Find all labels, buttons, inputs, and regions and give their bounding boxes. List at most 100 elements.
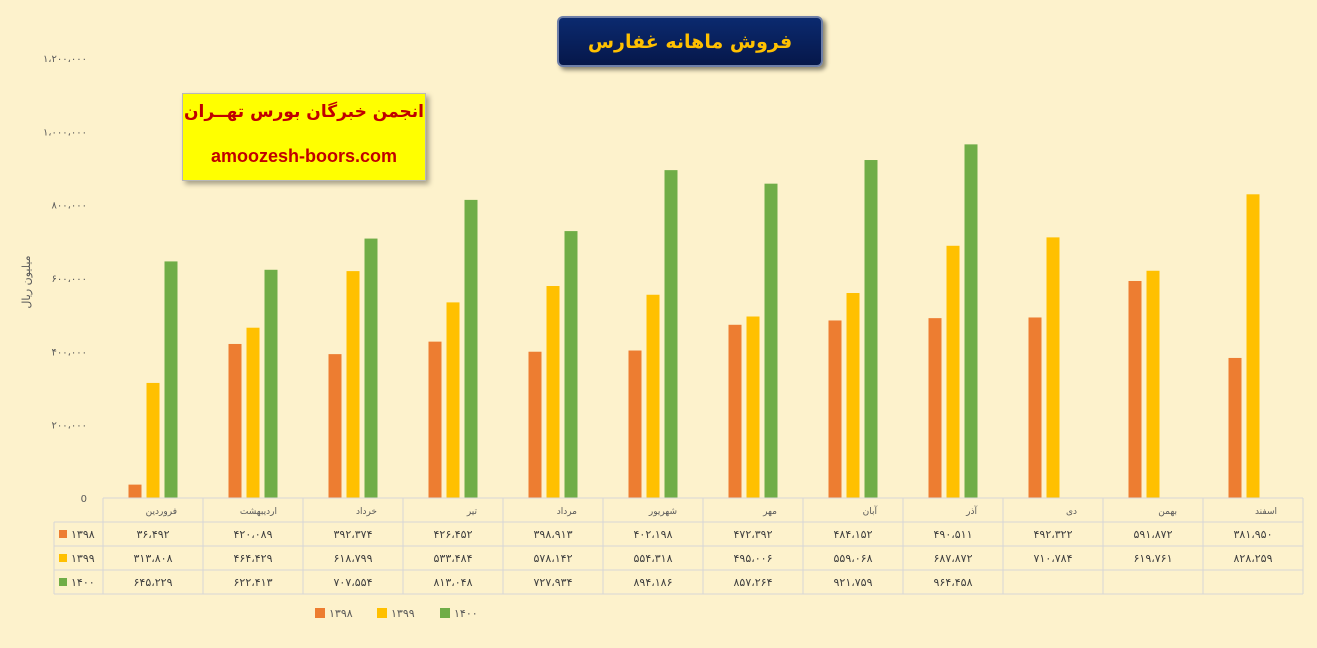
- y-tick-label: ۶۰۰،۰۰۰: [52, 274, 87, 285]
- bar: [364, 238, 378, 498]
- table-value: ۷۲۷،۹۳۴: [534, 576, 573, 589]
- legend-label: ۱۳۹۸: [329, 607, 353, 620]
- bar: [1046, 237, 1060, 498]
- y-tick-label: ۲۰۰،۰۰۰: [52, 421, 87, 432]
- table-value: ۴۸۴،۱۵۲: [834, 528, 873, 541]
- bar: [1246, 194, 1260, 498]
- bar: [964, 144, 978, 498]
- table-value: ۳۹۸،۹۱۳: [534, 528, 573, 541]
- table-legend-key: [59, 578, 67, 586]
- bar: [1146, 270, 1160, 498]
- table-value: ۴۹۵،۰۰۶: [734, 552, 773, 565]
- table-value: ۸۹۴،۱۸۶: [634, 576, 673, 589]
- table-value: ۵۷۸،۱۴۲: [534, 552, 573, 565]
- table-legend-key: [59, 554, 67, 562]
- bar: [164, 261, 178, 498]
- x-tick-label: بهمن: [1158, 507, 1177, 517]
- promo-website: amoozesh-boors.com: [210, 146, 398, 166]
- bar: [128, 484, 142, 498]
- chart-title: فروش ماهانه غفارس: [557, 16, 823, 67]
- table-value: ۹۲۱،۷۵۹: [834, 576, 873, 589]
- promo-banner: انجمن خبرگان بورس تهــران amoozesh-boors…: [182, 93, 426, 181]
- bar: [846, 293, 860, 498]
- bar: [1228, 357, 1242, 498]
- x-tick-label: فروردین: [146, 507, 177, 517]
- bar: [1128, 280, 1142, 498]
- bar: [928, 318, 942, 498]
- y-tick-label: ۸۰۰،۰۰۰: [52, 201, 87, 212]
- x-tick-label: آبان: [863, 505, 878, 517]
- x-tick-label: آذر: [965, 505, 977, 517]
- table-value: ۶۲۲،۴۱۳: [234, 576, 273, 589]
- y-tick-label: 0: [81, 494, 87, 505]
- bar: [428, 341, 442, 498]
- table-value: ۵۵۴،۳۱۸: [634, 552, 673, 565]
- table-value: ۴۲۰،۰۸۹: [234, 528, 273, 541]
- legend-swatch: [440, 608, 450, 618]
- table-series-name: ۱۳۹۸: [71, 528, 95, 541]
- table-value: ۷۱۰،۷۸۴: [1034, 552, 1073, 565]
- table-value: ۹۶۴،۴۵۸: [934, 576, 973, 589]
- table-value: ۵۳۳،۴۸۴: [434, 552, 473, 565]
- table-value: ۷۰۷،۵۵۴: [334, 576, 373, 589]
- x-tick-label: اردیبهشت: [240, 507, 277, 517]
- bar: [828, 320, 842, 498]
- x-tick-label: مهر: [762, 507, 777, 517]
- y-tick-label: ۱،۲۰۰،۰۰۰: [43, 54, 87, 65]
- table-value: ۳۶،۴۹۲: [136, 528, 169, 541]
- x-tick-label: تیر: [466, 507, 478, 517]
- table-value: ۶۱۸،۷۹۹: [334, 552, 373, 565]
- table-value: ۳۸۱،۹۵۰: [1234, 528, 1273, 541]
- table-value: ۴۲۶،۴۵۲: [434, 528, 473, 541]
- table-value: ۵۹۱،۸۷۲: [1134, 528, 1173, 541]
- table-value: ۳۹۲،۳۷۴: [334, 528, 373, 541]
- y-tick-label: ۴۰۰،۰۰۰: [52, 347, 87, 358]
- bar: [664, 170, 678, 498]
- bar: [446, 302, 460, 498]
- legend-label: ۱۴۰۰: [454, 607, 478, 620]
- bar: [228, 343, 242, 498]
- legend-label: ۱۳۹۹: [391, 607, 415, 620]
- table-value: ۴۹۰،۵۱۱: [934, 528, 973, 541]
- table-value: ۴۷۲،۳۹۲: [734, 528, 773, 541]
- table-value: ۴۹۲،۳۲۲: [1034, 528, 1073, 541]
- bar: [746, 316, 760, 498]
- bar: [1028, 317, 1042, 498]
- bar: [946, 245, 960, 498]
- x-tick-label: دی: [1066, 507, 1077, 517]
- table-value: ۸۵۷،۲۶۴: [734, 576, 773, 589]
- legend-swatch: [377, 608, 387, 618]
- y-axis-title: میلیون ریال: [20, 255, 33, 308]
- bar: [646, 294, 660, 498]
- table-value: ۵۵۹،۰۶۸: [834, 552, 873, 565]
- table-series-name: ۱۳۹۹: [71, 552, 95, 565]
- table-value: ۶۱۹،۷۶۱: [1134, 552, 1173, 565]
- bar: [764, 183, 778, 498]
- bar: [628, 350, 642, 498]
- table-value: ۳۱۳،۸۰۸: [134, 552, 173, 565]
- bar: [864, 160, 878, 498]
- y-tick-label: ۱،۰۰۰،۰۰۰: [43, 127, 87, 138]
- bar: [146, 382, 160, 498]
- table-value: ۶۸۷،۸۷۲: [934, 552, 973, 565]
- bar: [728, 324, 742, 498]
- x-tick-label: شهریور: [648, 507, 677, 517]
- bar: [564, 231, 578, 498]
- table-series-name: ۱۴۰۰: [71, 576, 95, 589]
- table-value: ۸۱۳،۰۴۸: [434, 576, 473, 589]
- x-tick-label: مرداد: [557, 507, 577, 517]
- table-legend-key: [59, 530, 67, 538]
- table-value: ۴۰۲،۱۹۸: [634, 528, 673, 541]
- bar: [464, 199, 478, 499]
- bar: [264, 269, 278, 498]
- legend-swatch: [315, 608, 325, 618]
- x-tick-label: اسفند: [1255, 507, 1277, 517]
- promo-title: انجمن خبرگان بورس تهــران: [184, 102, 424, 122]
- x-tick-label: خرداد: [356, 507, 377, 517]
- bar: [246, 327, 260, 498]
- table-value: ۸۲۸،۲۵۹: [1234, 552, 1273, 565]
- bar: [546, 286, 560, 498]
- bar: [528, 351, 542, 498]
- table-value: ۶۴۵،۲۲۹: [134, 576, 173, 589]
